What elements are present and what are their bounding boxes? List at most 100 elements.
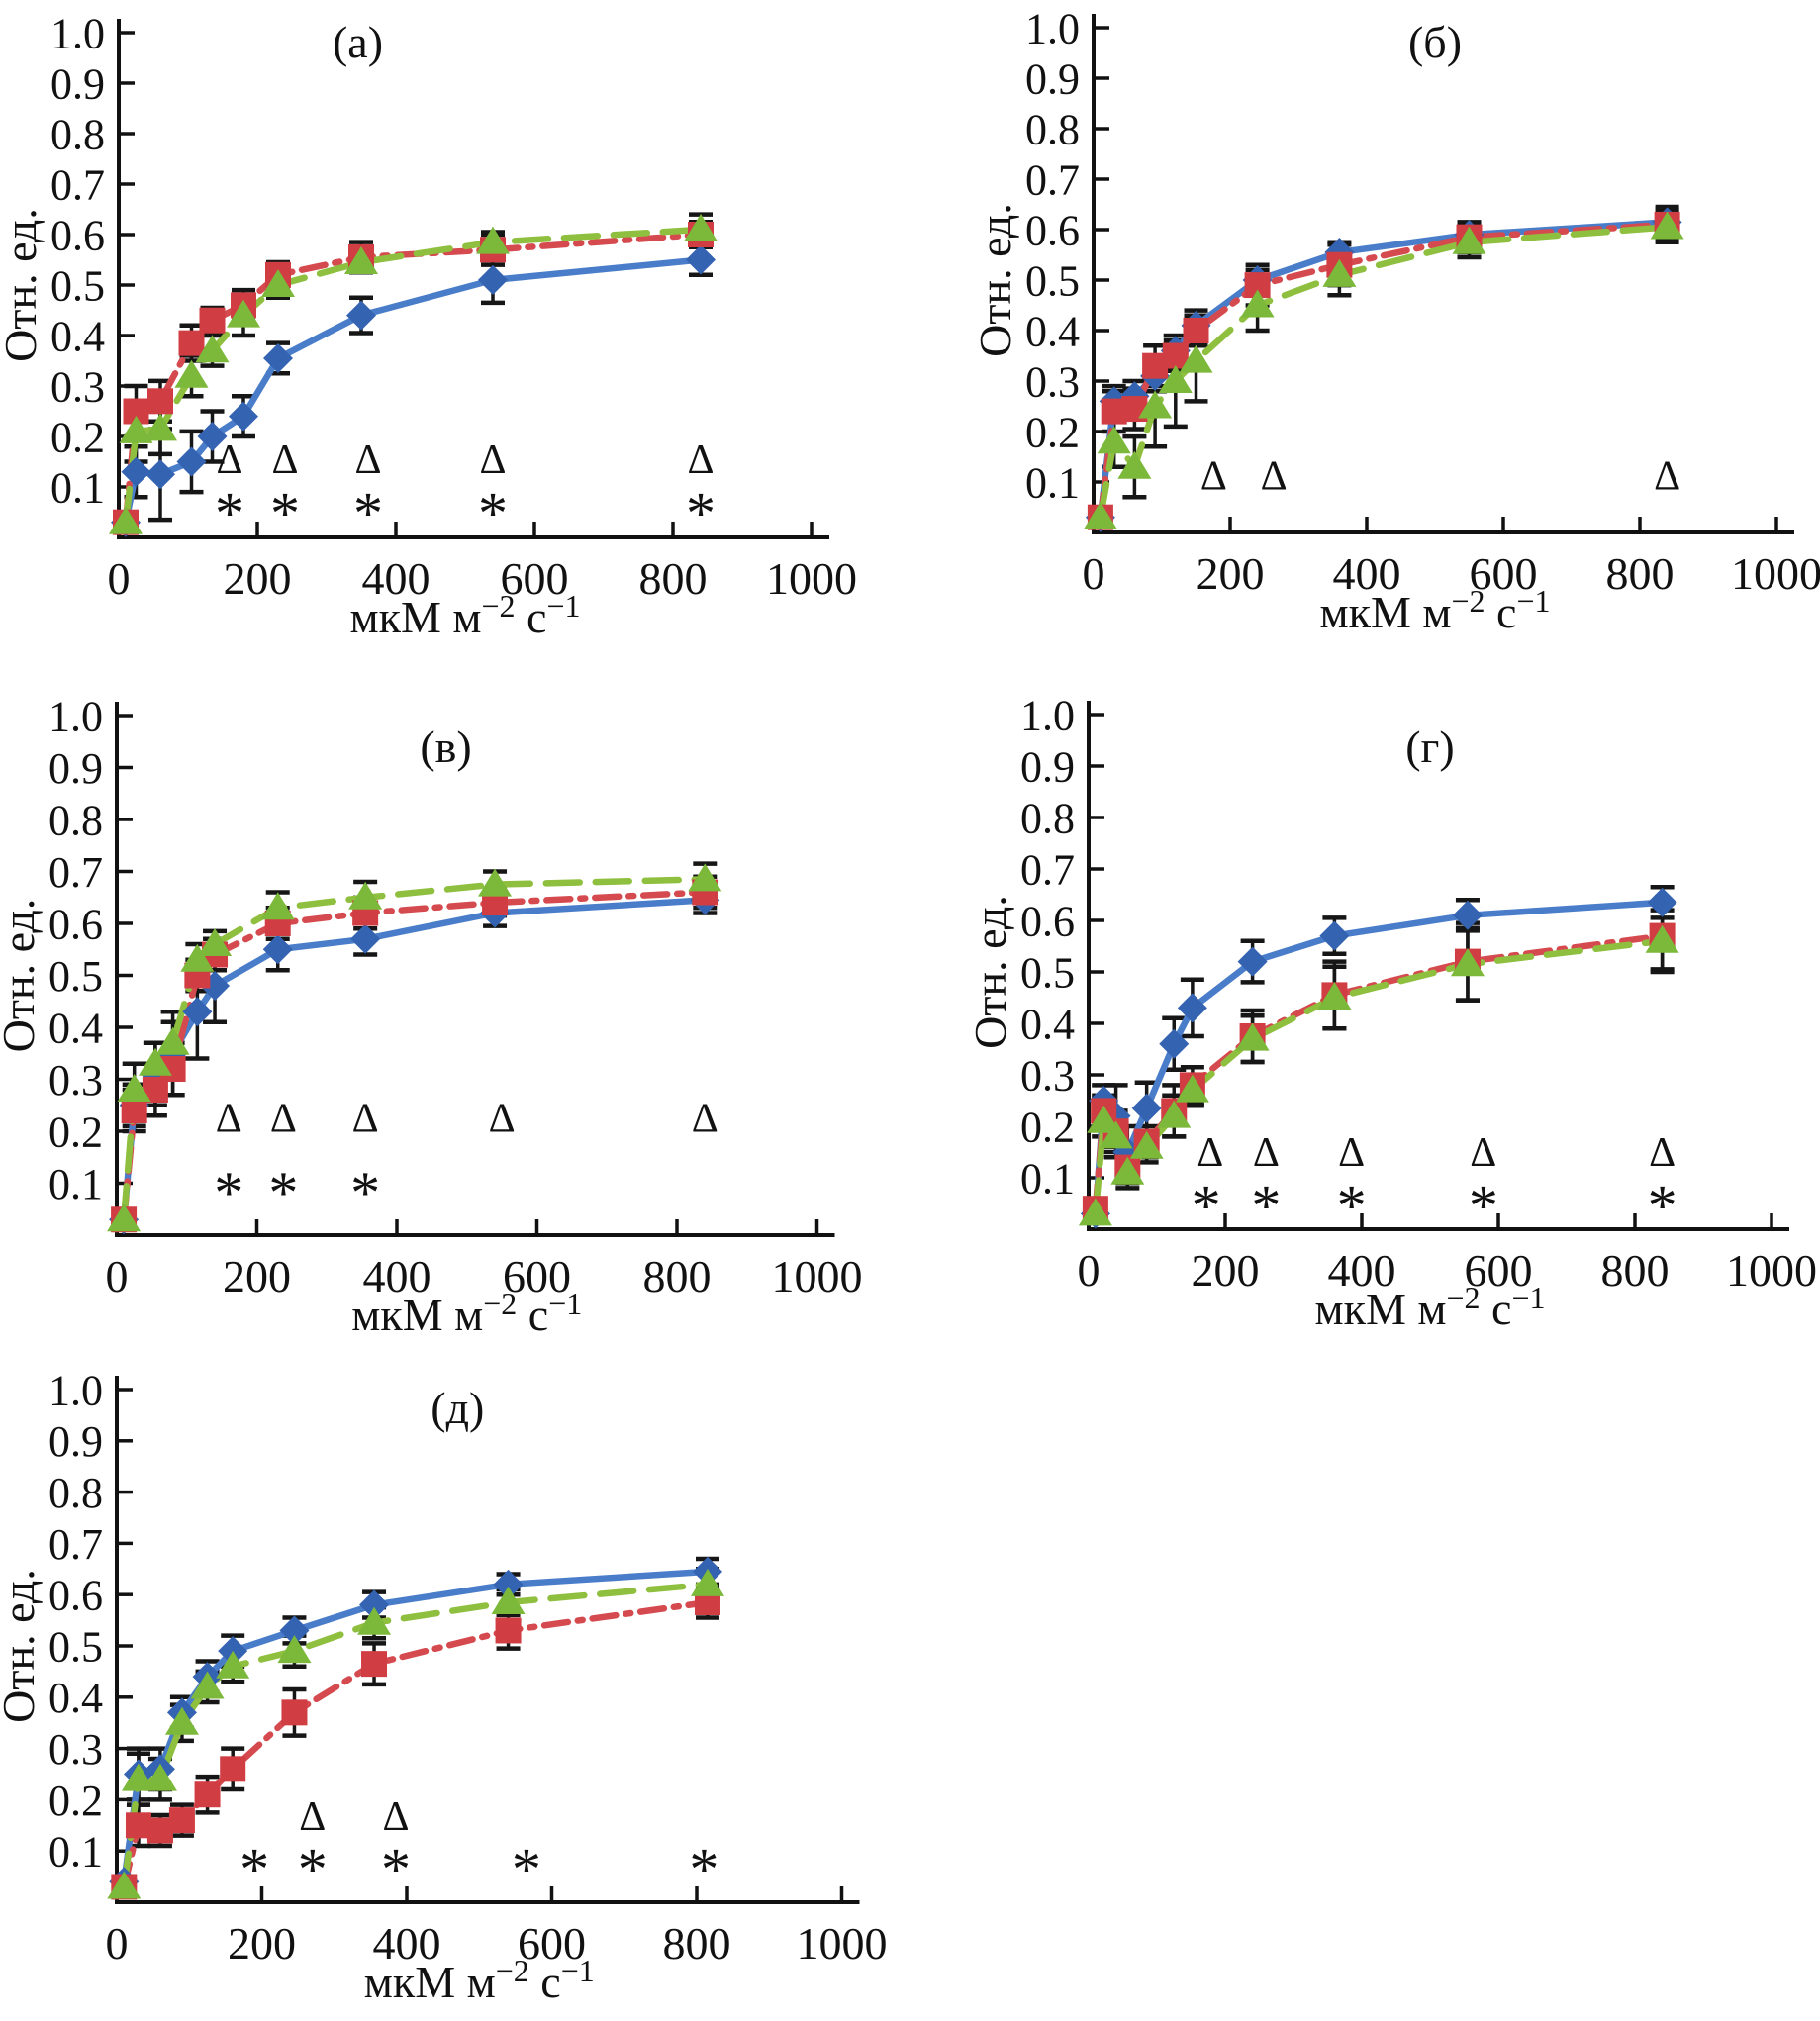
x-axis-title: мкМ м−2 с−1 xyxy=(350,588,581,642)
x-axis-title: мкМ м−2 с−1 xyxy=(1320,583,1551,637)
axes: 0.10.20.30.40.50.60.70.80.91.0 0 200 400 600… xyxy=(1020,691,1817,1296)
star-marker: * xyxy=(1337,1174,1367,1239)
axes: 0.10.20.30.40.50.60.70.80.91.0 0 200 400 600… xyxy=(1025,4,1820,599)
y-tick-label: 0.7 xyxy=(48,1520,103,1569)
x-tick-label: 400 xyxy=(362,553,431,604)
x-tick-label: 0 xyxy=(106,1918,129,1969)
x-axis-title: мкМ м−2 с−1 xyxy=(364,1953,595,2007)
star-marker: * xyxy=(381,1836,411,1901)
x-tick-label: 200 xyxy=(224,553,292,604)
y-tick-label: 0.9 xyxy=(50,59,105,108)
chart-panel-g: 0.1 0.2 0.3 0.4 0.5 0.6 0.7 0.8 0.9 1.0 0 200 400 600… xyxy=(896,683,1820,1376)
chart-panel-d: 0.1 0.2 0.3 0.4 0.5 0.6 0.7 0.8 0.9 1.0 0 200 400 600… xyxy=(0,1366,925,2021)
panel-title: (г) xyxy=(1405,722,1455,772)
y-tick-label: 0.9 xyxy=(1025,54,1080,103)
star-marker: * xyxy=(239,1836,269,1901)
x-tick-label: 800 xyxy=(1601,1245,1670,1296)
significance-markers: Δ Δ Δ Δ Δ* * * xyxy=(214,1096,718,1225)
y-tick-label: 0.8 xyxy=(48,1469,103,1517)
y-tick-label: 0.3 xyxy=(48,1725,103,1774)
y-tick-label: 0.7 xyxy=(48,848,103,897)
star-marker: * xyxy=(270,480,300,545)
significance-markers: Δ Δ* * * * * xyxy=(239,1794,718,1901)
significance-markers: Δ Δ Δ Δ Δ* * * * * xyxy=(1192,1130,1677,1239)
x-tick-label: 200 xyxy=(223,1251,291,1301)
series-green-triangle-markers xyxy=(1083,211,1684,529)
y-tick-label: 0.4 xyxy=(50,312,105,360)
chart-panel-b: 0.1 0.2 0.3 0.4 0.5 0.6 0.7 0.8 0.9 1.0 0 200 400 600… xyxy=(896,0,1820,683)
series-blue-diamond-markers xyxy=(109,1556,722,1897)
error-bars xyxy=(124,212,713,523)
star-marker: * xyxy=(268,1160,298,1225)
chart-svg-a: 0.10.20.30.40.50.60.70.80.91.0 0 200 400 600… xyxy=(0,9,857,642)
series-red-square-markers xyxy=(111,1588,720,1900)
y-axis-title: Отн. ед. xyxy=(970,203,1020,357)
delta-marker: Δ xyxy=(270,1096,297,1141)
delta-marker: Δ xyxy=(1200,453,1227,499)
delta-marker: Δ xyxy=(1649,1130,1676,1176)
delta-marker: Δ xyxy=(479,437,506,483)
x-tick-label: 800 xyxy=(1606,548,1675,599)
y-tick-label: 0.5 xyxy=(1025,256,1080,305)
y-tick-label: 0.2 xyxy=(48,1107,103,1156)
delta-marker: Δ xyxy=(352,1096,379,1141)
y-tick-label: 0.8 xyxy=(1020,794,1075,842)
y-tick-label: 0.9 xyxy=(48,744,103,793)
series-red-square-line xyxy=(121,1598,712,1890)
x-tick-label: 0 xyxy=(1078,1245,1101,1296)
y-axis-title: Отн. ед. xyxy=(965,895,1015,1049)
x-tick-label: 0 xyxy=(106,1251,129,1301)
delta-marker: Δ xyxy=(216,437,242,483)
y-tick-label: 0.8 xyxy=(1025,105,1080,153)
delta-marker: Δ xyxy=(1197,1130,1223,1176)
panel-title: (а) xyxy=(333,17,383,67)
y-tick-label: 0.3 xyxy=(1020,1051,1075,1100)
y-tick-label: 0.2 xyxy=(1020,1103,1075,1151)
star-marker: * xyxy=(215,480,244,545)
delta-marker: Δ xyxy=(354,437,381,483)
series-green-triangle-markers xyxy=(109,213,718,534)
y-tick-label: 0.1 xyxy=(1020,1154,1075,1203)
y-tick-label: 0.5 xyxy=(48,1622,103,1671)
star-marker: * xyxy=(353,480,383,545)
series-red-square-line xyxy=(1092,932,1666,1212)
star-marker: * xyxy=(214,1160,243,1225)
series-red-square-markers xyxy=(1082,922,1676,1222)
series-green-triangle-markers xyxy=(107,1568,724,1899)
x-tick-label: 1000 xyxy=(1726,1245,1817,1296)
delta-marker: Δ xyxy=(1253,1130,1280,1176)
x-tick-label: 800 xyxy=(639,553,708,604)
y-tick-label: 0.2 xyxy=(50,413,105,461)
y-tick-label: 0.7 xyxy=(50,160,105,209)
x-tick-label: 600 xyxy=(1465,1245,1533,1296)
star-marker: * xyxy=(1251,1174,1281,1239)
star-marker: * xyxy=(1469,1174,1498,1239)
delta-marker: Δ xyxy=(1654,453,1680,499)
y-tick-label: 0.7 xyxy=(1025,155,1080,204)
x-tick-label: 0 xyxy=(1083,548,1105,599)
y-tick-label: 0.6 xyxy=(48,1572,103,1620)
axes: 0.10.20.30.40.50.60.70.80.91.0 0 200 400 600… xyxy=(48,1366,888,1969)
star-marker: * xyxy=(512,1836,541,1901)
chart-panel-v: 0.1 0.2 0.3 0.4 0.5 0.6 0.7 0.8 0.9 1.0 0 200 400 600… xyxy=(0,683,925,1376)
delta-marker: Δ xyxy=(1261,453,1288,499)
y-tick-label: 0.6 xyxy=(50,211,105,259)
x-tick-label: 1000 xyxy=(772,1251,863,1301)
y-tick-label: 0.4 xyxy=(48,1674,103,1722)
x-axis-title: мкМ м−2 с−1 xyxy=(351,1286,582,1340)
y-tick-label: 1.0 xyxy=(48,692,103,740)
y-tick-label: 0.6 xyxy=(1020,897,1075,945)
delta-marker: Δ xyxy=(687,437,714,483)
star-marker: * xyxy=(350,1160,380,1225)
x-tick-label: 1000 xyxy=(797,1918,888,1969)
x-tick-label: 600 xyxy=(1470,548,1538,599)
x-tick-label: 200 xyxy=(1197,548,1265,599)
y-axis-title: Отн. ед. xyxy=(0,208,46,362)
y-tick-label: 0.5 xyxy=(48,952,103,1001)
y-tick-label: 0.8 xyxy=(50,110,105,158)
y-tick-label: 0.1 xyxy=(48,1160,103,1208)
series-green-triangle-markers xyxy=(1078,924,1679,1226)
series-green-triangle-line xyxy=(121,1581,712,1890)
series-red-square-markers xyxy=(1087,211,1680,530)
